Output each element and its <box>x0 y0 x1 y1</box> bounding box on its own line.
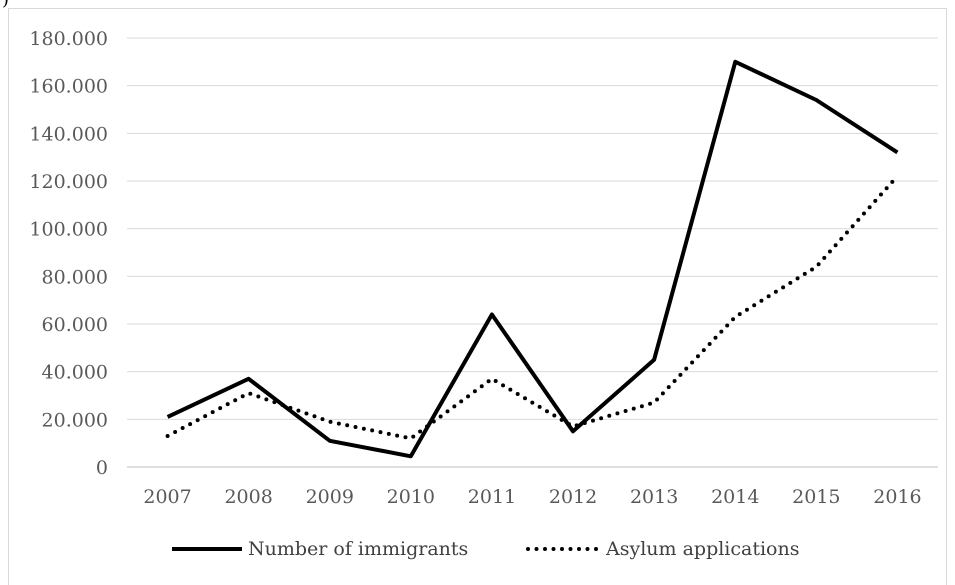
y-tick-label: 140.000 <box>29 123 108 145</box>
y-tick-label: 20.000 <box>42 409 108 431</box>
x-axis-tick-labels: 2007 2008 2009 2010 2011 2012 2013 2014 2015 2016 <box>143 486 921 508</box>
series-line-asylum-applications <box>165 174 900 441</box>
y-tick-label: 180.000 <box>29 28 108 50</box>
legend-label: Asylum applications <box>605 538 800 560</box>
x-tick-label: 2007 <box>143 486 191 508</box>
y-tick-label: 40.000 <box>42 362 108 384</box>
x-tick-label: 2015 <box>792 486 840 508</box>
x-tick-label: 2016 <box>873 486 921 508</box>
y-tick-label: 60.000 <box>42 314 108 336</box>
legend-label: Number of immigrants <box>248 538 468 560</box>
chart-frame <box>8 8 947 585</box>
y-axis-tick-labels: 0 20.000 40.000 60.000 80.000 100.000 120.000 1… <box>29 28 108 479</box>
gridlines <box>127 37 938 468</box>
x-tick-label: 2012 <box>549 486 597 508</box>
x-tick-label: 2010 <box>387 486 435 508</box>
x-tick-label: 2013 <box>630 486 678 508</box>
x-tick-label: 2014 <box>711 486 759 508</box>
y-tick-label: 120.000 <box>29 171 108 193</box>
corner-mark: ) <box>2 0 9 10</box>
x-tick-label: 2008 <box>224 486 272 508</box>
x-tick-label: 2009 <box>306 486 354 508</box>
series-lines <box>165 59 900 459</box>
y-tick-label: 100.000 <box>29 219 108 241</box>
y-tick-label: 80.000 <box>42 266 108 288</box>
series-line-number-of-immigrants <box>166 59 899 459</box>
y-tick-label: 160.000 <box>29 76 108 98</box>
legend: Number of immigrants Asylum applications <box>172 538 800 560</box>
x-tick-label: 2011 <box>468 486 516 508</box>
y-tick-label: 0 <box>96 457 108 479</box>
